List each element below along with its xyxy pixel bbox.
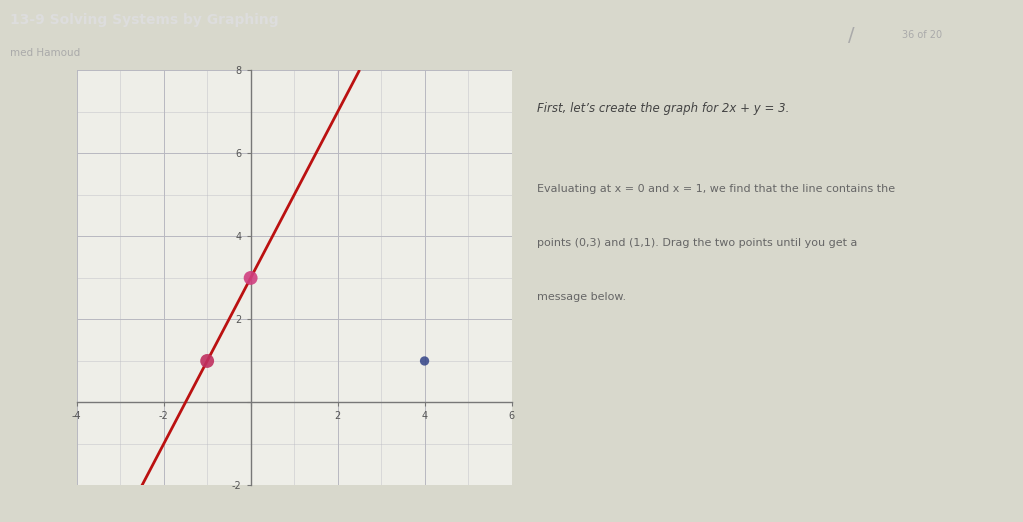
Text: /: / [848,26,854,45]
Text: Evaluating at x = 0 and x = 1, we find that the line contains the: Evaluating at x = 0 and x = 1, we find t… [537,184,895,194]
Point [198,357,215,365]
Point [416,357,433,365]
Text: points (0,3) and (1,1). Drag the two points until you get a: points (0,3) and (1,1). Drag the two poi… [537,238,857,248]
Text: 36 of 20: 36 of 20 [901,30,942,40]
Text: message below.: message below. [537,292,626,302]
Point [242,274,259,282]
Text: med Hamoud: med Hamoud [10,48,81,58]
Text: 13-9 Solving Systems by Graphing: 13-9 Solving Systems by Graphing [10,13,278,27]
Text: First, let’s create the graph for 2x + y = 3.: First, let’s create the graph for 2x + y… [537,102,789,115]
